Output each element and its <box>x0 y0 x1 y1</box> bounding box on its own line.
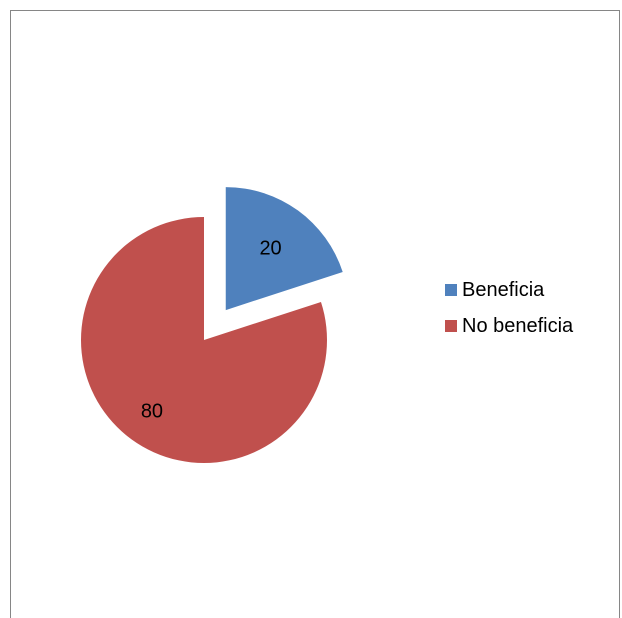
legend-item-no-beneficia: No beneficia <box>445 314 573 338</box>
legend: Beneficia No beneficia <box>445 278 573 350</box>
legend-swatch-no-beneficia <box>445 320 457 332</box>
legend-label-beneficia: Beneficia <box>462 278 545 301</box>
legend-label-no-beneficia: No beneficia <box>462 314 574 337</box>
legend-swatch-beneficia <box>445 284 457 296</box>
data-label-no-beneficia: 80 <box>141 401 163 423</box>
pie-slice-beneficia <box>225 187 343 311</box>
legend-item-beneficia: Beneficia <box>445 278 573 302</box>
pie-slice-no-beneficia <box>80 217 327 463</box>
data-label-beneficia: 20 <box>259 237 281 259</box>
